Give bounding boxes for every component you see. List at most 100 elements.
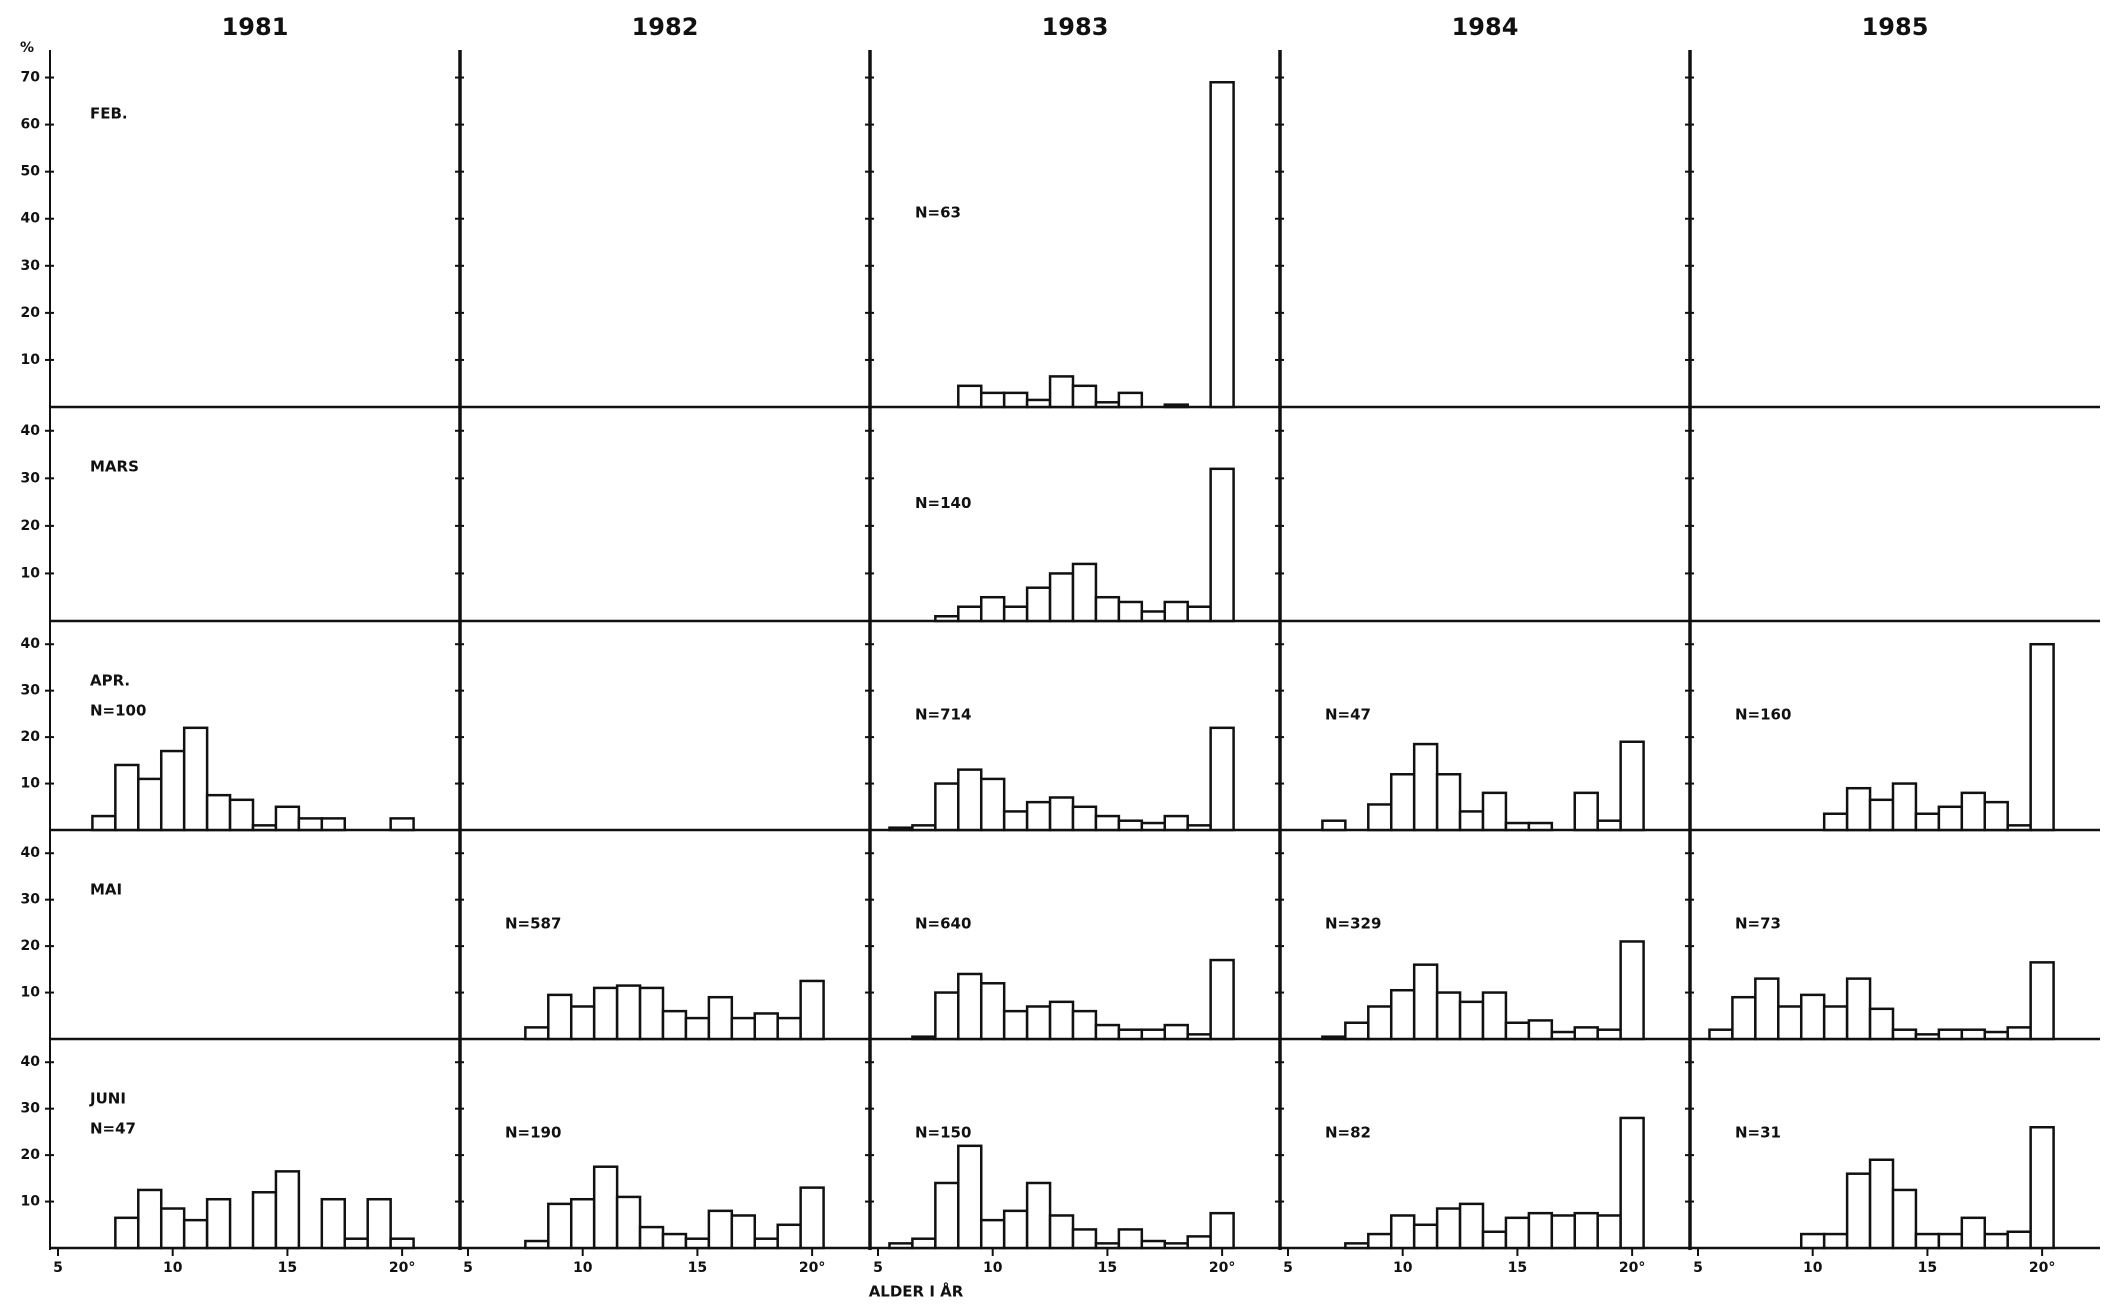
bar	[934, 1181, 960, 1250]
bar	[1117, 600, 1144, 623]
bar	[776, 1016, 802, 1041]
bar	[1025, 586, 1052, 623]
bar	[1914, 812, 1941, 832]
bar	[1094, 595, 1121, 623]
bar	[1025, 800, 1052, 832]
month-label: MAI	[90, 881, 122, 899]
y-tick-label: 30	[21, 683, 41, 699]
bar	[1573, 1211, 1599, 1250]
x-tick-label: 15	[1508, 1260, 1527, 1276]
bar	[934, 782, 960, 832]
n-label: N=47	[1325, 706, 1371, 724]
n-label: N=31	[1735, 1124, 1781, 1142]
bar	[1140, 1028, 1167, 1041]
bar	[1481, 791, 1508, 832]
year-header: 1984	[1452, 13, 1519, 41]
bar	[1458, 1202, 1485, 1250]
bar	[1412, 1223, 1439, 1250]
bar	[524, 1239, 550, 1250]
bar	[1983, 1232, 2009, 1250]
bar	[684, 1237, 711, 1250]
bar	[1891, 1188, 1918, 1250]
y-tick-label: 10	[21, 776, 41, 792]
bar	[1389, 1214, 1416, 1250]
bar	[684, 1016, 711, 1041]
bar	[1619, 740, 1645, 832]
bar	[2006, 824, 2032, 832]
bar	[1186, 605, 1212, 623]
bar	[1983, 800, 2009, 832]
bar	[638, 986, 665, 1041]
n-label: N=73	[1735, 915, 1781, 933]
bar	[1002, 391, 1029, 409]
bar	[799, 979, 825, 1041]
y-tick-label: 10	[21, 352, 41, 368]
bar	[957, 972, 983, 1041]
bar	[1937, 1028, 1964, 1041]
bar	[730, 1214, 757, 1250]
bar	[1367, 1232, 1393, 1250]
y-tick-label: 30	[21, 892, 41, 908]
bar	[1186, 824, 1212, 832]
bar	[1868, 1007, 1895, 1041]
bar	[1822, 812, 1849, 832]
bar	[366, 1197, 392, 1250]
bar	[1596, 1028, 1622, 1041]
bar	[1573, 1026, 1599, 1041]
bar	[934, 991, 960, 1041]
bar	[137, 777, 163, 832]
n-label: N=82	[1325, 1124, 1371, 1142]
n-label: N=587	[505, 915, 561, 933]
bar	[1731, 995, 1757, 1041]
x-tick-label: 15	[1918, 1260, 1937, 1276]
bar	[274, 805, 301, 832]
bar	[1094, 814, 1121, 832]
bar	[707, 1209, 734, 1250]
bar	[1071, 384, 1098, 409]
bar	[1163, 814, 1189, 832]
bar	[661, 1232, 688, 1250]
n-label: N=160	[1735, 706, 1791, 724]
bar	[389, 817, 415, 832]
bar	[547, 1202, 573, 1250]
n-label: N=63	[915, 203, 961, 221]
bar	[274, 1170, 301, 1250]
bar	[1708, 1028, 1734, 1041]
bar	[1937, 1232, 1964, 1250]
bar	[1504, 821, 1531, 832]
bar	[1163, 403, 1189, 409]
bar	[1048, 572, 1075, 623]
bar	[979, 391, 1006, 409]
y-tick-label: 40	[21, 211, 41, 227]
bar	[1117, 1028, 1144, 1041]
bar	[776, 1223, 802, 1250]
bar	[799, 1186, 825, 1250]
bar	[1344, 1242, 1370, 1250]
bar	[1799, 993, 1826, 1041]
bar	[1094, 1242, 1121, 1250]
bar	[1573, 791, 1599, 832]
bar	[1071, 805, 1098, 832]
bar	[661, 1009, 688, 1041]
bar	[1914, 1232, 1941, 1250]
bar	[1048, 375, 1075, 409]
bar	[205, 793, 232, 832]
bar	[114, 763, 140, 832]
x-tick-label: 10	[573, 1260, 593, 1276]
bar	[1960, 1028, 1987, 1041]
bar	[707, 995, 734, 1041]
bar	[1596, 819, 1622, 832]
bar	[1321, 1035, 1347, 1041]
y-tick-label: 20	[21, 305, 41, 321]
bar	[1777, 1005, 1803, 1041]
bar	[957, 605, 983, 623]
bar	[1914, 1033, 1941, 1041]
bar	[1550, 1214, 1577, 1250]
bar	[1389, 773, 1416, 832]
bar	[1209, 467, 1235, 623]
bar	[592, 1165, 619, 1250]
bar	[753, 1237, 779, 1250]
bar	[1435, 1207, 1462, 1250]
bar	[1140, 1239, 1167, 1250]
bar	[1048, 1000, 1075, 1041]
